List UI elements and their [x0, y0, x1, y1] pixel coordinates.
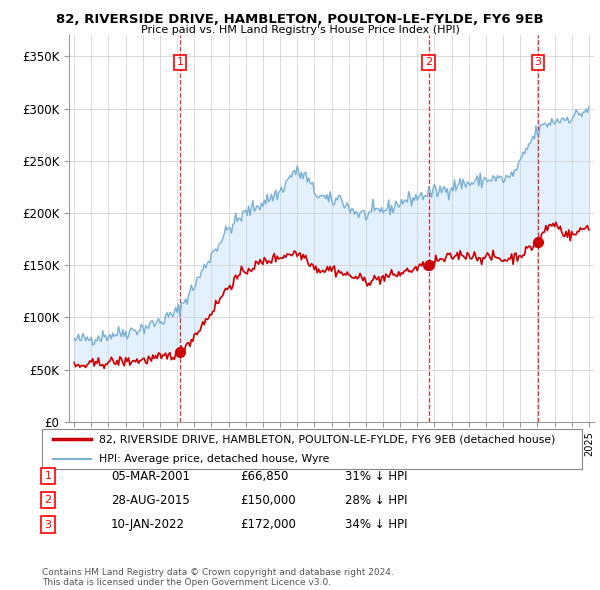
Text: 28% ↓ HPI: 28% ↓ HPI — [345, 494, 407, 507]
Text: 3: 3 — [44, 520, 52, 529]
Text: Price paid vs. HM Land Registry's House Price Index (HPI): Price paid vs. HM Land Registry's House … — [140, 25, 460, 35]
Text: 31% ↓ HPI: 31% ↓ HPI — [345, 470, 407, 483]
Text: 05-MAR-2001: 05-MAR-2001 — [111, 470, 190, 483]
Text: £172,000: £172,000 — [240, 518, 296, 531]
Text: 10-JAN-2022: 10-JAN-2022 — [111, 518, 185, 531]
Text: 82, RIVERSIDE DRIVE, HAMBLETON, POULTON-LE-FYLDE, FY6 9EB (detached house): 82, RIVERSIDE DRIVE, HAMBLETON, POULTON-… — [98, 434, 555, 444]
Text: £66,850: £66,850 — [240, 470, 289, 483]
Text: 82, RIVERSIDE DRIVE, HAMBLETON, POULTON-LE-FYLDE, FY6 9EB: 82, RIVERSIDE DRIVE, HAMBLETON, POULTON-… — [56, 13, 544, 26]
Text: HPI: Average price, detached house, Wyre: HPI: Average price, detached house, Wyre — [98, 454, 329, 464]
Text: 34% ↓ HPI: 34% ↓ HPI — [345, 518, 407, 531]
Text: 2: 2 — [425, 57, 432, 67]
Text: 1: 1 — [44, 471, 52, 481]
Text: 1: 1 — [176, 57, 184, 67]
Text: 28-AUG-2015: 28-AUG-2015 — [111, 494, 190, 507]
Text: Contains HM Land Registry data © Crown copyright and database right 2024.
This d: Contains HM Land Registry data © Crown c… — [42, 568, 394, 587]
Text: 2: 2 — [44, 496, 52, 505]
Text: £150,000: £150,000 — [240, 494, 296, 507]
Text: 3: 3 — [535, 57, 541, 67]
